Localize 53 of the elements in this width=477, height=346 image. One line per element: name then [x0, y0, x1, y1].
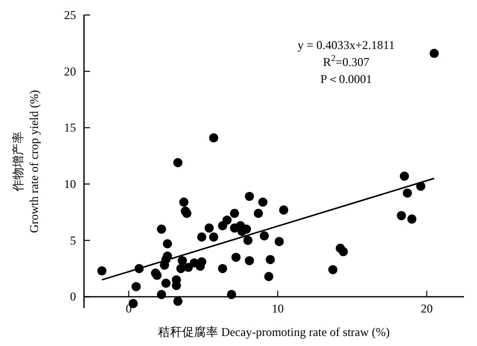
point [402, 188, 412, 198]
annotation: y = 0.4033x+2.1811 [298, 38, 395, 52]
point [400, 172, 409, 181]
point [97, 266, 106, 276]
point [173, 158, 182, 168]
point [197, 257, 206, 266]
point [132, 282, 141, 292]
point [407, 214, 416, 224]
point [244, 256, 254, 266]
point [176, 264, 186, 274]
point [338, 247, 348, 256]
point [173, 296, 182, 306]
point [162, 239, 172, 248]
y-tick-label: 10 [64, 177, 76, 192]
point [179, 197, 188, 207]
point [218, 264, 228, 274]
y-tick-label: 5 [70, 233, 76, 248]
point [328, 265, 338, 274]
point [156, 290, 166, 300]
point [279, 205, 288, 215]
point [182, 208, 192, 218]
point [264, 272, 274, 282]
point [156, 224, 166, 234]
point [274, 236, 284, 246]
y-axis-title: 作物增产率 Growth rate of crop yield (%) [11, 90, 41, 233]
point [254, 208, 263, 218]
point [430, 48, 439, 58]
annotation: P＜0.0001 [320, 72, 372, 86]
y-tick-label: 15 [64, 120, 76, 135]
point [178, 256, 187, 266]
point [209, 133, 218, 142]
y-tick-label: 25 [64, 8, 76, 22]
point [209, 232, 218, 242]
point [230, 208, 240, 218]
point [258, 197, 268, 207]
point [244, 192, 254, 202]
point [152, 270, 162, 280]
point [231, 252, 241, 262]
point [226, 290, 236, 300]
point [396, 210, 406, 220]
annotation: R$^{2}$=0.307 [323, 53, 370, 69]
point [161, 278, 171, 288]
point [243, 236, 253, 245]
x-tick-label: 10 [272, 302, 284, 316]
point [204, 223, 214, 233]
y-tick-label: 20 [64, 64, 76, 78]
point [260, 231, 269, 240]
x-tick-label: 20 [420, 302, 433, 316]
point [222, 216, 232, 225]
point [266, 254, 275, 264]
x-axis-title: 秸秆促腐率 Decay-promoting rate of straw (%) [158, 325, 390, 339]
point [197, 232, 206, 242]
y-tick-label: 0 [70, 290, 76, 304]
